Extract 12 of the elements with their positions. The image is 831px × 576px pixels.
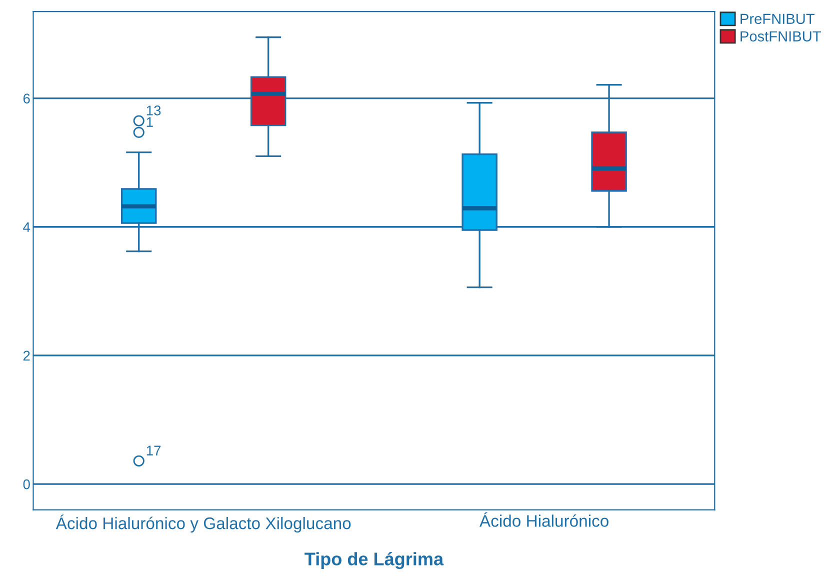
y-tick-label: 4 [23,222,30,232]
legend-label: PreFNIBUT [740,14,814,24]
x-tick-label: Ácido Hialurónico [479,512,608,527]
legend-label: PostFNIBUT [740,31,821,42]
x-axis-title: Tipo de Lágrima [304,552,444,570]
y-tick-label: 0 [23,479,30,490]
y-tick-label: 2 [23,350,30,360]
y-tick-label: 6 [23,94,30,104]
annotation: 13 [146,106,161,116]
annotation: 17 [146,446,161,456]
x-tick-label: Ácido Hialurónico y Galacto Xiloglucano [56,514,351,533]
annotation: 1 [146,117,153,127]
